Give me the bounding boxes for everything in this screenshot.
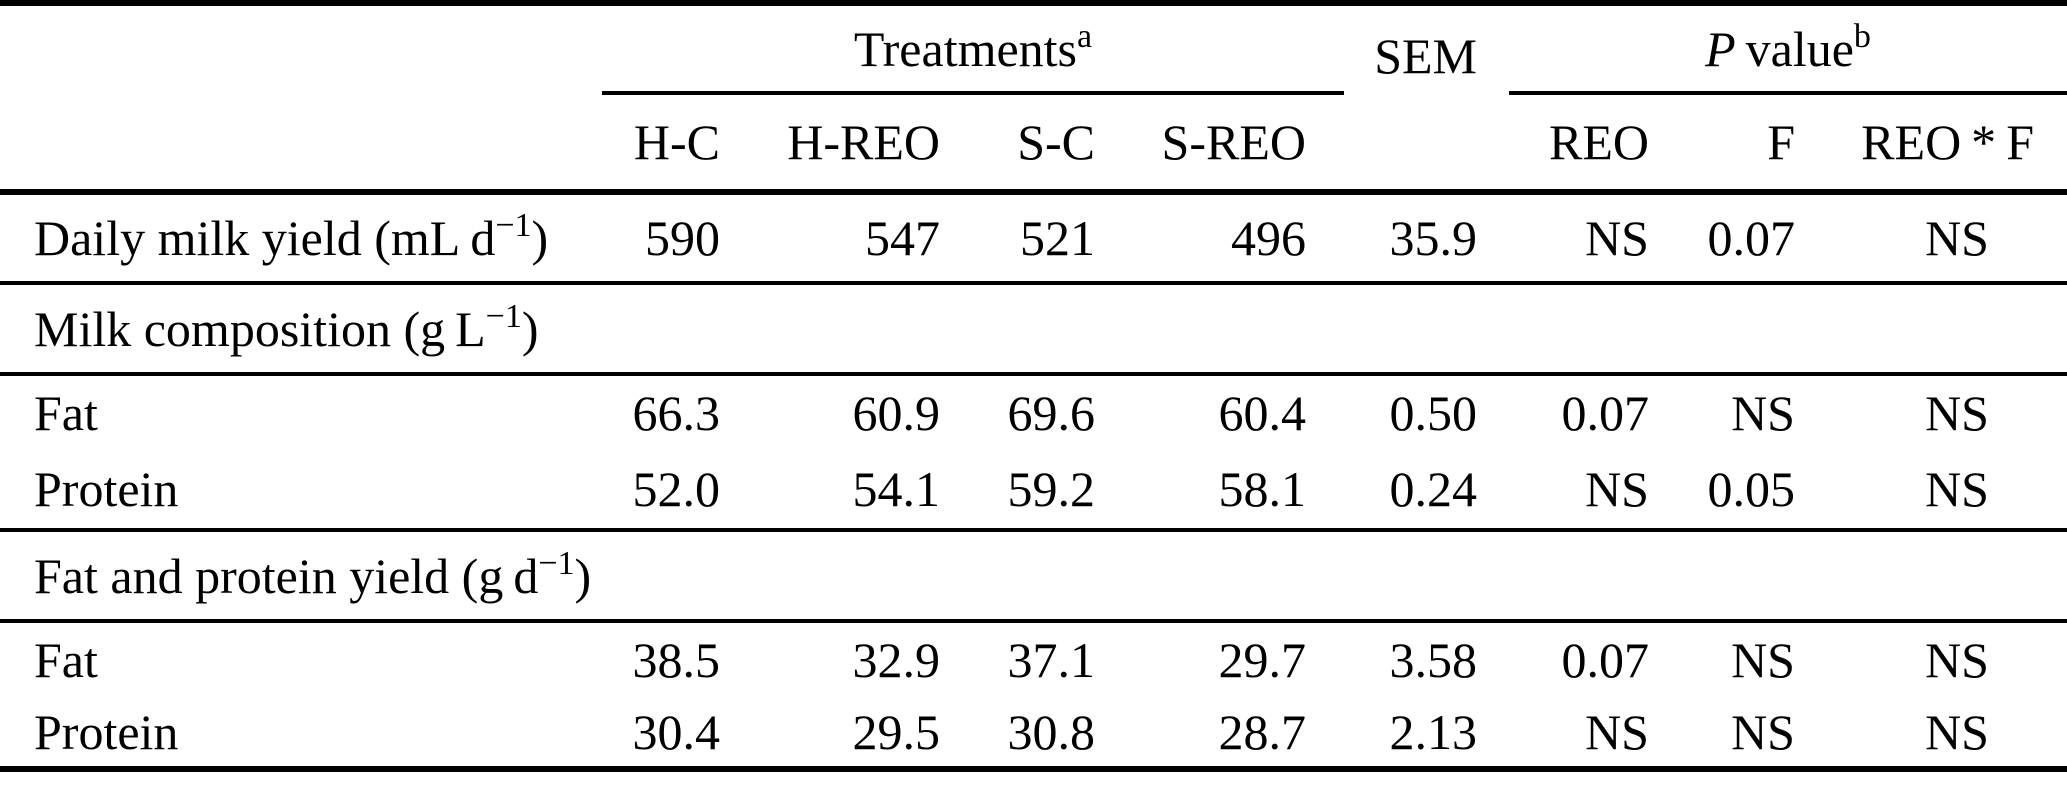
column-header-f: F bbox=[1660, 93, 1805, 195]
column-header-hreo: H-REO bbox=[740, 93, 950, 195]
column-header-reo-x-f: REO * F bbox=[1805, 93, 2067, 195]
value-sreo: 29.7 bbox=[1218, 632, 1307, 688]
p-value-label: value bbox=[1735, 20, 1854, 77]
p-value-footnote-marker: b bbox=[1853, 17, 1871, 55]
treatments-group-header: Treatmentsa bbox=[602, 3, 1344, 95]
value-hc: 590 bbox=[602, 192, 740, 285]
p-value-group-header: P valueb bbox=[1509, 3, 2067, 95]
value-sem: 2.13 bbox=[1389, 703, 1478, 760]
p-reo-x-f: NS bbox=[1805, 450, 2067, 532]
p-reo-x-f: NS bbox=[1805, 192, 2067, 285]
value-hreo: 32.9 bbox=[852, 632, 941, 688]
p-f: 0.07 bbox=[1660, 192, 1805, 285]
p-italic: P bbox=[1705, 20, 1736, 77]
table-row-protein-yield: Protein 30.4 29.5 30.8 28.7 2.13 NS NS N… bbox=[0, 697, 2067, 769]
value-hreo: 60.9 bbox=[852, 385, 941, 441]
section-row-milk-composition: Milk composition (g L−1) bbox=[0, 283, 2067, 376]
value-sem: 35.9 bbox=[1344, 192, 1509, 285]
value-sc: 69.6 bbox=[1007, 385, 1096, 441]
value-sem: 3.58 bbox=[1389, 632, 1478, 688]
table-row-daily-milk-yield: Daily milk yield (mL d−1) 590 547 521 49… bbox=[0, 192, 2067, 285]
section-label: Fat and protein yield (g d−1) bbox=[0, 530, 2067, 623]
row-label: Protein bbox=[34, 703, 179, 760]
treatments-label: Treatments bbox=[853, 20, 1078, 77]
value-sc: 30.8 bbox=[1007, 703, 1096, 760]
value-sc: 59.2 bbox=[950, 450, 1105, 532]
value-sem: 0.24 bbox=[1344, 450, 1509, 532]
value-hc: 52.0 bbox=[602, 450, 740, 532]
p-reo: NS bbox=[1585, 703, 1649, 760]
value-sreo: 28.7 bbox=[1218, 703, 1307, 760]
p-reo-x-f: NS bbox=[1925, 632, 1989, 688]
value-sreo: 496 bbox=[1105, 192, 1344, 285]
sem-column-header: SEM bbox=[1344, 3, 1509, 195]
table-column-header-row: H-C H-REO S-C S-REO REO F REO * F bbox=[0, 93, 2067, 195]
section-row-fat-protein-yield: Fat and protein yield (g d−1) bbox=[0, 530, 2067, 623]
column-header-reo: REO bbox=[1509, 93, 1660, 195]
row-label: Fat bbox=[34, 385, 98, 441]
column-header-sreo: S-REO bbox=[1105, 93, 1344, 195]
value-hc: 38.5 bbox=[632, 632, 721, 688]
value-sem: 0.50 bbox=[1389, 385, 1478, 441]
value-hc: 66.3 bbox=[632, 385, 721, 441]
value-sreo: 60.4 bbox=[1218, 385, 1307, 441]
p-reo: NS bbox=[1509, 192, 1660, 285]
row-label: Daily milk yield (mL d−1) bbox=[0, 192, 602, 285]
row-label: Protein bbox=[0, 450, 602, 532]
treatments-footnote-marker: a bbox=[1077, 17, 1093, 55]
value-sc: 37.1 bbox=[1007, 632, 1096, 688]
value-hc: 30.4 bbox=[632, 703, 721, 760]
p-f: NS bbox=[1731, 703, 1795, 760]
section-label: Milk composition (g L−1) bbox=[0, 283, 2067, 376]
p-reo-x-f: NS bbox=[1925, 385, 1989, 441]
p-f: NS bbox=[1731, 385, 1795, 441]
corner-empty-cell bbox=[0, 3, 602, 195]
column-header-sc: S-C bbox=[950, 93, 1105, 195]
table-row-protein-composition: Protein 52.0 54.1 59.2 58.1 0.24 NS 0.05… bbox=[0, 450, 2067, 532]
value-hreo: 29.5 bbox=[852, 703, 941, 760]
p-reo: 0.07 bbox=[1561, 632, 1650, 688]
value-hreo: 54.1 bbox=[740, 450, 950, 532]
column-header-hc: H-C bbox=[602, 93, 740, 195]
p-reo: 0.07 bbox=[1561, 385, 1650, 441]
value-sc: 521 bbox=[950, 192, 1105, 285]
table-row-fat-yield: Fat 38.5 32.9 37.1 29.7 3.58 0.07 NS NS bbox=[0, 621, 2067, 697]
value-hreo: 547 bbox=[740, 192, 950, 285]
p-reo: NS bbox=[1509, 450, 1660, 532]
p-reo-x-f: NS bbox=[1925, 703, 1989, 760]
row-label: Fat bbox=[34, 632, 98, 688]
p-f: NS bbox=[1731, 632, 1795, 688]
table-group-header-row: Treatmentsa SEM P valueb bbox=[0, 3, 2067, 195]
value-sreo: 58.1 bbox=[1105, 450, 1344, 532]
results-table: Treatmentsa SEM P valueb H-C H-REO S-C S… bbox=[0, 0, 2067, 772]
p-f: 0.05 bbox=[1660, 450, 1805, 532]
table-row-fat-composition: Fat 66.3 60.9 69.6 60.4 0.50 0.07 NS NS bbox=[0, 374, 2067, 450]
